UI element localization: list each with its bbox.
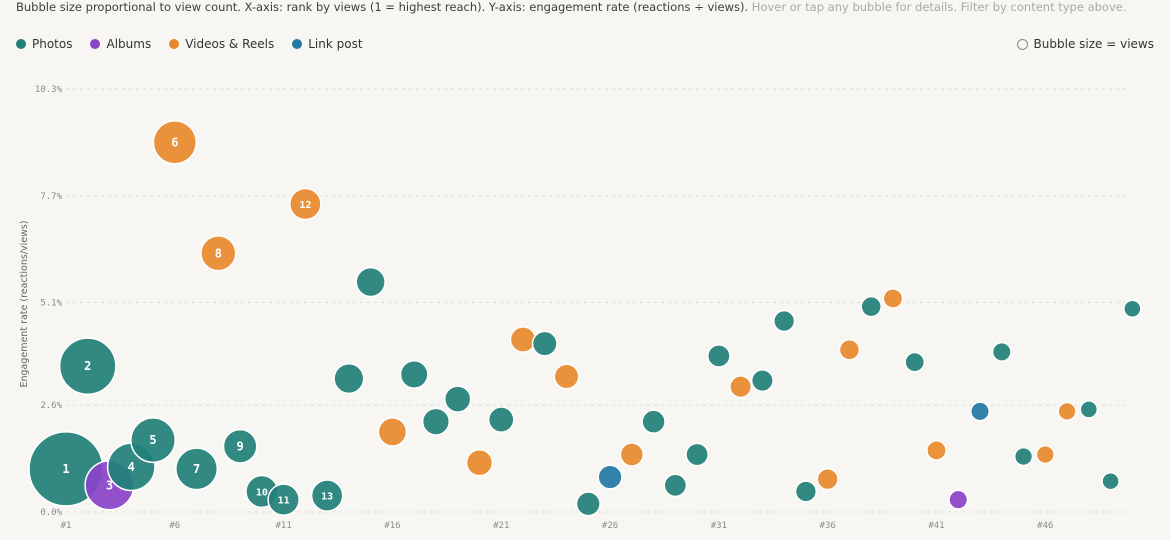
bubble-videos[interactable] [509, 326, 537, 353]
bubble-photos[interactable] [130, 417, 176, 464]
legend-label-link: Link post [308, 37, 363, 51]
x-tick-label: #26 [602, 521, 618, 531]
bubble-photos[interactable] [773, 309, 796, 333]
legend-label-videos: Videos & Reels [185, 37, 275, 51]
bubble-videos[interactable] [619, 442, 645, 467]
bubble-photos[interactable] [444, 385, 472, 413]
bubble-videos[interactable] [838, 339, 861, 361]
bubble-photos[interactable] [904, 351, 926, 373]
x-tick-label: #36 [820, 521, 836, 531]
bubble-videos[interactable] [1035, 444, 1055, 465]
bubble-rank-label: 9 [236, 439, 243, 453]
bubble-link[interactable] [970, 401, 991, 422]
legend-swatch-photos [16, 39, 26, 49]
legend-swatch-videos [169, 39, 180, 49]
x-tick-label: #16 [384, 521, 400, 531]
bubble-size-key: Bubble size = views [1016, 37, 1154, 51]
legend-label-photos: Photos [32, 37, 73, 51]
legend-swatch-link [292, 39, 303, 49]
bubble-photos[interactable] [685, 442, 709, 467]
bubble-photos[interactable] [794, 480, 818, 503]
bubble-rank-label: 7 [193, 462, 200, 476]
bubble-photos[interactable] [1013, 446, 1034, 467]
bubble-rank-label: 10 [256, 487, 268, 498]
bubble-videos[interactable] [816, 468, 839, 491]
bubble-photos[interactable] [355, 266, 386, 298]
bubble-rank-label: 1 [62, 462, 69, 476]
legend-swatch-albums [90, 39, 101, 49]
x-tick-label: #6 [169, 521, 180, 531]
y-axis-label: Engagement rate (reactions/views) [19, 220, 30, 387]
legend-item-videos[interactable]: Videos & Reels [169, 37, 274, 51]
bubble-videos[interactable] [729, 375, 753, 399]
bubble-videos[interactable] [200, 235, 237, 272]
bubble-photos[interactable] [991, 341, 1012, 362]
bubble-photos[interactable] [58, 337, 117, 396]
bubble-photos[interactable] [641, 409, 666, 434]
bubble-videos[interactable] [289, 187, 322, 221]
legend-item-photos[interactable]: Photos [16, 37, 72, 51]
bubble-photos[interactable] [1079, 400, 1099, 419]
x-tick-label: #11 [275, 521, 291, 531]
bubble-photos[interactable] [1101, 471, 1120, 491]
bubble-videos[interactable] [926, 440, 947, 461]
bubble-rank-label: 6 [171, 135, 178, 149]
bubble-photos[interactable] [531, 330, 558, 357]
bubble-videos[interactable] [152, 120, 198, 165]
circle-outline-icon [1016, 38, 1028, 50]
legend-item-link[interactable]: Link post [292, 37, 363, 51]
bubble-link[interactable] [597, 464, 623, 490]
bubble-rank-label: 13 [321, 492, 333, 503]
chart-subtitle: Bubble size proportional to view count. … [16, 0, 1127, 14]
y-tick-label: 0.0% [40, 508, 62, 518]
y-tick-label: 2.6% [40, 401, 62, 411]
bubble-photos[interactable] [1123, 299, 1142, 318]
bubble-rank-label: 8 [215, 246, 222, 260]
bubble-photos[interactable] [750, 369, 774, 393]
bubble-albums[interactable] [948, 489, 969, 510]
x-tick-label: #46 [1037, 521, 1053, 531]
bubble-videos[interactable] [553, 363, 580, 390]
legend-item-albums[interactable]: Albums [90, 37, 151, 51]
bubble-photos[interactable] [663, 473, 688, 498]
y-tick-label: 7.7% [40, 192, 62, 202]
bubble-videos[interactable] [1057, 401, 1077, 422]
bubble-size-key-label: Bubble size = views [1033, 37, 1154, 51]
bubble-rank-label: 4 [128, 460, 135, 474]
x-tick-label: #31 [711, 521, 727, 531]
bubble-photos[interactable] [267, 483, 300, 516]
y-axis-ticks: 0.0% 2.6% 5.1% 7.7% 10.3% [35, 85, 63, 518]
x-tick-label: #1 [61, 521, 72, 531]
y-tick-label: 10.3% [35, 85, 63, 95]
bubble-videos[interactable] [882, 288, 904, 309]
bubble-rank-label: 11 [278, 496, 290, 507]
bubble-photos[interactable] [222, 428, 258, 464]
y-tick-label: 5.1% [40, 299, 62, 309]
bubble-photos[interactable] [575, 491, 601, 517]
bubble-rank-label: 12 [299, 200, 311, 211]
bubble-rank-label: 3 [106, 478, 113, 492]
bubble-rank-label: 2 [84, 359, 91, 373]
bubble-photos[interactable] [487, 406, 515, 433]
bubble-photos[interactable] [860, 295, 882, 318]
bubble-photos[interactable] [421, 407, 451, 436]
bubble-photos[interactable] [175, 447, 219, 491]
legend-label-albums: Albums [106, 37, 152, 51]
bubble-photos[interactable] [333, 362, 365, 395]
x-tick-label: #21 [493, 521, 509, 531]
bubble-photos[interactable] [310, 479, 344, 512]
legend: Photos Albums Videos & Reels Link post [16, 37, 363, 51]
subtitle-text: Bubble size proportional to view count. … [16, 0, 749, 14]
bubble-rank-label: 5 [149, 433, 156, 447]
grid-lines [66, 88, 1130, 513]
bubble-videos[interactable] [465, 449, 494, 477]
subtitle-hint: Hover or tap any bubble for details. Fil… [751, 0, 1127, 14]
bubble-videos[interactable] [377, 417, 408, 447]
bubble-photos[interactable] [707, 344, 731, 368]
x-axis-ticks: #1 #6 #11 #16 #21 #26 #31 #36 #41 #46 [61, 521, 1054, 531]
x-tick-label: #41 [928, 521, 944, 531]
bubble-photos[interactable] [399, 359, 429, 389]
